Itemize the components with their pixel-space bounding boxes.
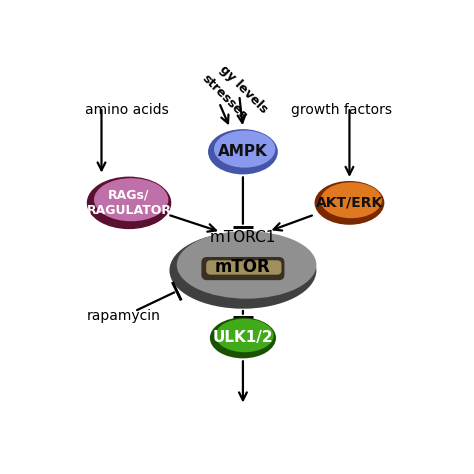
Text: amino acids: amino acids [85, 102, 169, 117]
Text: ULK1/2: ULK1/2 [213, 330, 273, 346]
Ellipse shape [177, 231, 316, 299]
Ellipse shape [216, 319, 273, 352]
FancyBboxPatch shape [201, 257, 284, 280]
FancyBboxPatch shape [206, 260, 282, 274]
Text: AMPK: AMPK [218, 144, 268, 159]
Text: RAGs/
RAGULATOR: RAGs/ RAGULATOR [87, 189, 172, 217]
Ellipse shape [87, 177, 171, 229]
Text: mTOR: mTOR [215, 258, 271, 276]
Ellipse shape [94, 178, 168, 221]
Ellipse shape [210, 318, 276, 358]
Ellipse shape [208, 129, 278, 174]
Text: mTORC1: mTORC1 [210, 230, 276, 245]
Text: AKT/ERK: AKT/ERK [316, 196, 383, 210]
Text: gy levels: gy levels [217, 63, 270, 116]
Ellipse shape [169, 232, 317, 309]
Text: rapamycin: rapamycin [87, 309, 161, 323]
Text: growth factors: growth factors [291, 102, 392, 117]
Text: stresses: stresses [199, 72, 249, 122]
Ellipse shape [214, 130, 275, 168]
Ellipse shape [315, 181, 384, 225]
Ellipse shape [320, 182, 382, 218]
